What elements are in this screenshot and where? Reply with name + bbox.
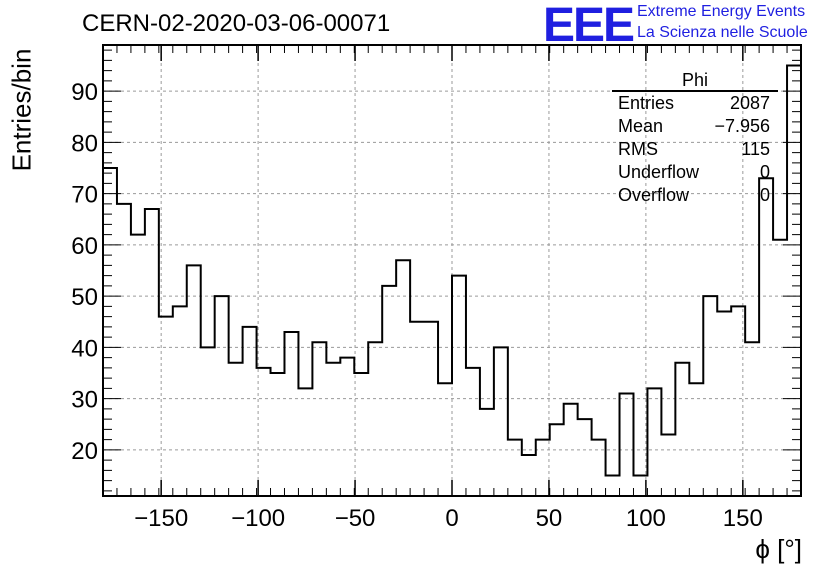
x-tick-label: −100 (231, 505, 285, 532)
stats-row: RMS 115 (612, 138, 778, 161)
stats-row: Entries 2087 (612, 92, 778, 115)
stats-value: 2087 (729, 93, 770, 113)
stats-label: Underflow (618, 162, 700, 182)
stats-row: Mean −7.956 (612, 115, 778, 138)
stats-row: Underflow 0 (612, 161, 778, 184)
y-tick-label: 60 (71, 233, 98, 260)
logo-line-2: La Scienza nelle Scuole (637, 24, 808, 41)
y-tick-label: 80 (71, 130, 98, 157)
stats-label: RMS (618, 139, 658, 159)
y-tick-label: 40 (71, 335, 98, 362)
stats-title: Phi (612, 70, 778, 92)
y-tick-label: 30 (71, 387, 98, 414)
y-axis-label: Entries/bin (6, 48, 37, 172)
stats-value: 0 (759, 185, 770, 205)
x-axis-label: ϕ [°] (755, 534, 802, 564)
stats-value: −7.956 (714, 116, 770, 136)
stats-box: Phi Entries 2087 Mean −7.956 RMS 115 Underflow… (612, 70, 778, 207)
x-tick-label: 100 (626, 505, 666, 532)
eee-logo: EEE (543, 0, 635, 52)
stats-value: 115 (741, 139, 770, 159)
x-tick-label: 50 (536, 505, 563, 532)
logo-line-1: Extreme Energy Events (637, 3, 806, 20)
x-tick-label: 0 (445, 505, 458, 532)
histogram-line (103, 64, 801, 477)
stats-label: Overflow (618, 185, 690, 205)
y-tick-label: 90 (71, 79, 98, 106)
chart-title: CERN-02-2020-03-06-00071 (82, 10, 391, 37)
x-tick-label: −50 (335, 505, 376, 532)
tick-labels: −150 −100 −50 0 50 100 150 20 30 40 50 60 70 80 90 (71, 79, 763, 532)
y-tick-label: 20 (71, 438, 98, 465)
stats-label: Mean (618, 116, 664, 136)
stats-row: Overflow 0 (612, 184, 778, 207)
y-tick-label: 70 (71, 182, 98, 209)
stats-label: Entries (618, 93, 675, 113)
x-tick-label: −150 (134, 505, 188, 532)
histogram-outline (103, 64, 801, 477)
y-tick-label: 50 (71, 284, 98, 311)
x-tick-label: 150 (723, 505, 763, 532)
axis-ticks (102, 45, 802, 496)
stats-value: 0 (759, 162, 770, 182)
